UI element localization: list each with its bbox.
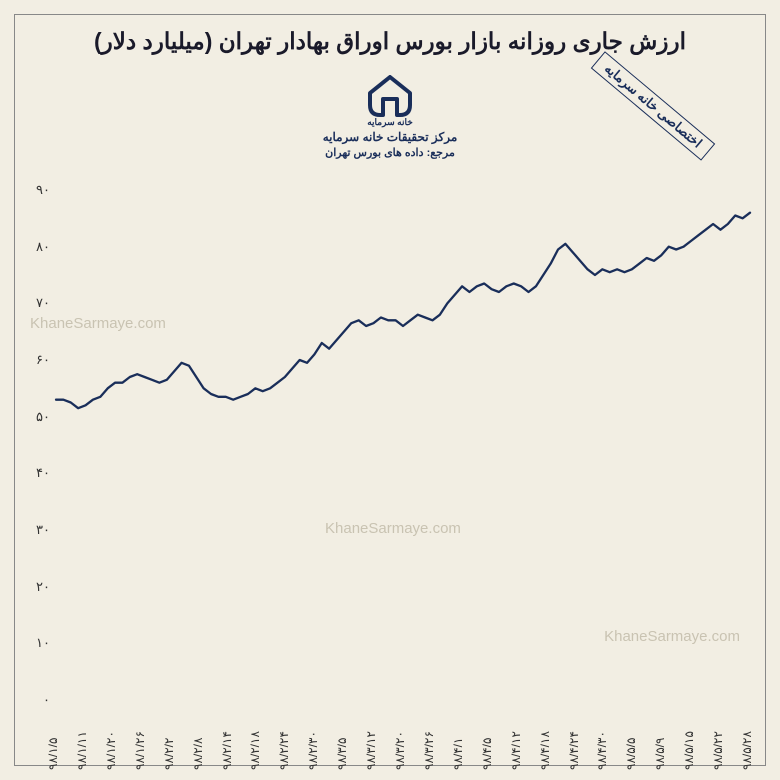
logo-center-text: مرکز تحقیقات خانه سرمایه [0,130,780,144]
y-tick-label: ۵۰ [22,409,50,425]
house-logo-icon [365,75,415,117]
logo-source-text: مرجع: داده های بورس تهران [0,146,780,159]
chart-title: ارزش جاری روزانه بازار بورس اوراق بهادار… [0,28,780,55]
x-tick-label: ۹۸/۲/۳۰ [306,731,320,770]
x-tick-label: ۹۸/۱/۵ [46,738,60,770]
x-tick-label: ۹۸/۵/۲۸ [740,731,754,770]
x-tick-label: ۹۸/۴/۳۰ [595,731,609,770]
x-tick-label: ۹۸/۱/۲۰ [104,731,118,770]
x-tick-label: ۹۸/۵/۱۵ [682,731,696,770]
x-tick-label: ۹۸/۴/۵ [480,738,494,770]
x-tick-label: ۹۸/۵/۲۲ [711,731,725,770]
x-tick-label: ۹۸/۳/۲۰ [393,731,407,770]
x-tick-label: ۹۸/۲/۲ [162,738,176,770]
y-tick-label: ۶۰ [22,352,50,368]
x-tick-label: ۹۸/۳/۵ [335,738,349,770]
x-axis-ticks: ۹۸/۱/۵۹۸/۱/۱۱۹۸/۱/۲۰۹۸/۱/۲۶۹۸/۲/۲۹۸/۲/۸۹… [56,705,750,770]
x-tick-label: ۹۸/۲/۱۸ [248,731,262,770]
x-tick-label: ۹۸/۴/۱۲ [509,731,523,770]
x-tick-label: ۹۸/۴/۱۸ [538,731,552,770]
y-tick-label: ۰ [22,692,50,708]
x-tick-label: ۹۸/۳/۱۲ [364,731,378,770]
y-tick-label: ۹۰ [22,182,50,198]
value-line [56,213,750,408]
x-tick-label: ۹۸/۲/۲۴ [277,731,291,770]
x-tick-label: ۹۸/۵/۵ [624,738,638,770]
y-tick-label: ۲۰ [22,579,50,595]
y-tick-label: ۸۰ [22,239,50,255]
chart-plot-area: ۰۱۰۲۰۳۰۴۰۵۰۶۰۷۰۸۰۹۰ [56,190,750,700]
x-tick-label: ۹۸/۱/۲۶ [133,731,147,770]
y-tick-label: ۱۰ [22,635,50,651]
x-tick-label: ۹۸/۲/۸ [191,738,205,770]
x-tick-label: ۹۸/۳/۲۶ [422,731,436,770]
x-tick-label: ۹۸/۵/۹ [653,738,667,770]
y-tick-label: ۳۰ [22,522,50,538]
x-tick-label: ۹۸/۲/۱۴ [220,731,234,770]
line-chart-svg [56,190,750,700]
x-tick-label: ۹۸/۴/۱ [451,738,465,770]
y-tick-label: ۷۰ [22,295,50,311]
y-tick-label: ۴۰ [22,465,50,481]
x-tick-label: ۹۸/۱/۱۱ [75,731,89,770]
x-tick-label: ۹۸/۴/۲۴ [567,731,581,770]
